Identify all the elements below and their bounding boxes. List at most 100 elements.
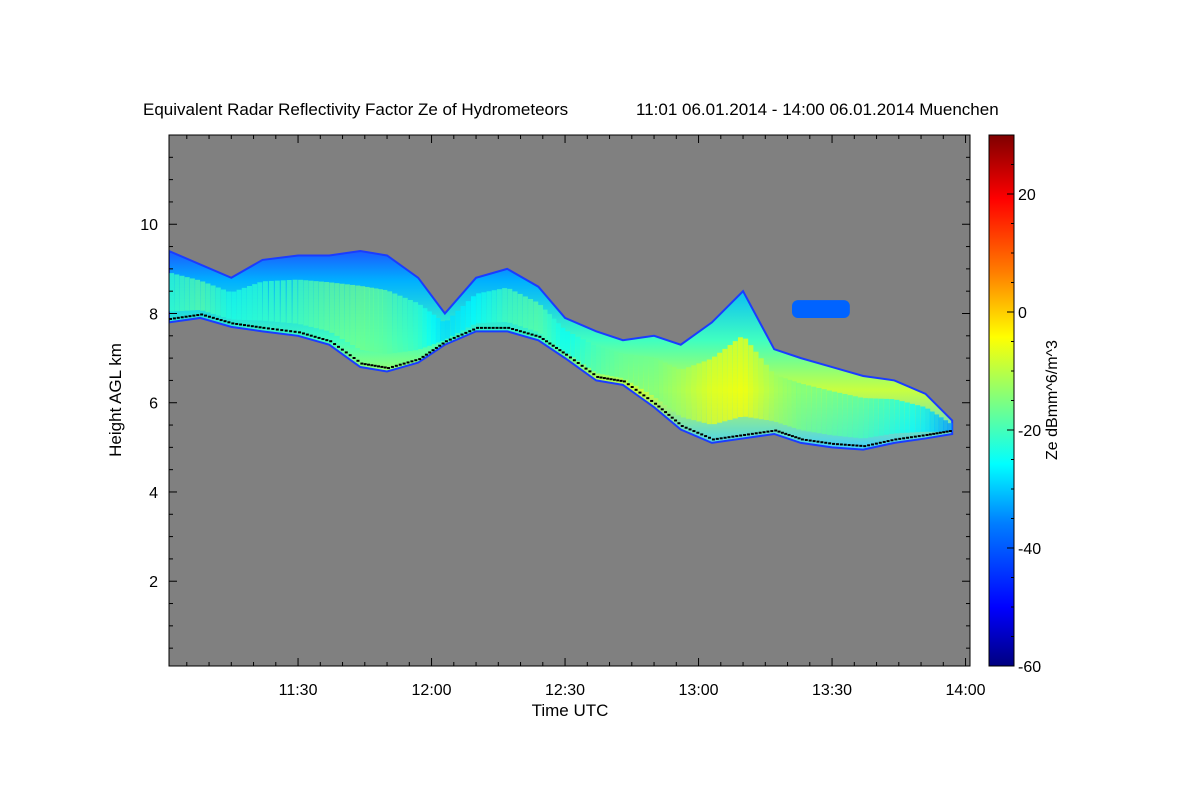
reflectivity-column — [791, 381, 797, 428]
base-dot — [271, 327, 275, 330]
reflectivity-column — [763, 364, 769, 421]
reflectivity-column — [298, 279, 304, 325]
reflectivity-column — [884, 398, 890, 435]
reflectivity-column — [507, 288, 513, 323]
reflectivity-column — [600, 347, 606, 375]
base-dot — [452, 336, 456, 339]
base-dot — [568, 356, 572, 359]
reflectivity-column — [676, 369, 682, 416]
cloud-base-dots — [169, 313, 952, 448]
reflectivity-column — [686, 367, 692, 419]
base-dot — [700, 433, 704, 436]
reflectivity-column — [226, 291, 232, 319]
base-dot — [309, 334, 313, 337]
base-dot — [231, 322, 235, 325]
base-dot — [894, 438, 898, 441]
base-dot — [370, 364, 374, 367]
reflectivity-column — [847, 395, 853, 438]
reflectivity-column — [613, 351, 619, 377]
base-dot — [499, 326, 503, 329]
base-dot — [284, 329, 288, 332]
base-dot — [746, 433, 750, 436]
base-dot — [266, 327, 270, 330]
base-dot — [491, 326, 495, 329]
base-dot — [507, 326, 511, 329]
reflectivity-column — [943, 420, 949, 432]
base-dot — [723, 436, 727, 439]
base-dot — [670, 416, 674, 419]
y-axis: 2 4 6 8 10 — [140, 134, 970, 649]
colorbar-tick-label: 20 — [1018, 187, 1036, 204]
reflectivity-column — [863, 398, 869, 439]
base-dot — [696, 431, 700, 434]
reflectivity-column — [350, 284, 356, 346]
reflectivity-column — [286, 280, 292, 323]
reflectivity-column — [402, 297, 408, 352]
base-dot — [495, 326, 499, 329]
base-dot — [800, 438, 804, 441]
reflectivity-column — [858, 397, 864, 439]
base-dot — [680, 425, 684, 428]
base-dot — [622, 380, 626, 383]
base-dot — [387, 367, 391, 370]
reflectivity-column — [706, 359, 712, 425]
base-dot — [692, 430, 696, 433]
base-dot — [421, 355, 425, 358]
reflectivity-column — [360, 286, 366, 351]
reflectivity-column — [422, 308, 428, 348]
base-dot — [336, 345, 340, 348]
base-dot — [172, 317, 176, 320]
reflectivity-column — [444, 320, 450, 339]
base-dot — [176, 316, 180, 319]
base-dot — [715, 437, 719, 440]
reflectivity-column — [344, 284, 350, 343]
base-dot — [184, 315, 188, 318]
reflectivity-column — [377, 289, 383, 353]
base-dot — [790, 435, 794, 438]
reflectivity-column — [455, 310, 461, 334]
reflectivity-column — [934, 414, 940, 432]
base-dot — [262, 326, 266, 329]
base-dot — [329, 340, 333, 343]
reflectivity-column — [711, 356, 717, 425]
base-dot — [909, 436, 913, 439]
base-dot — [242, 324, 246, 327]
base-dot — [780, 431, 784, 434]
base-dot — [664, 411, 668, 414]
base-dot — [204, 314, 208, 317]
base-dot — [438, 344, 442, 347]
reflectivity-column — [852, 396, 858, 438]
base-dot — [832, 442, 836, 445]
base-dot — [898, 437, 902, 440]
base-dot — [169, 317, 172, 320]
base-dot — [289, 330, 293, 333]
base-dot — [340, 348, 344, 351]
reflectivity-column — [595, 346, 601, 374]
reflectivity-column — [658, 360, 664, 402]
base-dot — [460, 333, 464, 336]
base-dot — [223, 320, 227, 323]
base-dot — [855, 444, 859, 447]
reflectivity-column — [915, 405, 921, 433]
base-dot — [711, 438, 715, 441]
reflectivity-column — [925, 408, 931, 432]
base-dot — [787, 433, 791, 436]
base-dot — [398, 363, 402, 366]
base-dot — [434, 346, 438, 349]
reflectivity-column — [773, 375, 779, 422]
reflectivity-column — [465, 301, 471, 328]
base-dot — [580, 364, 584, 367]
reflectivity-column — [633, 355, 639, 386]
reflectivity-column — [868, 398, 874, 438]
base-dot — [305, 333, 309, 336]
reflectivity-column — [753, 351, 759, 419]
colorbar-tick-label: -60 — [1018, 659, 1041, 676]
reflectivity-column — [195, 279, 201, 311]
base-dot — [250, 325, 254, 328]
base-dot — [708, 436, 712, 439]
base-dot — [275, 328, 279, 331]
base-dot — [541, 338, 545, 341]
base-dot — [870, 443, 874, 446]
base-dot — [428, 351, 432, 354]
reflectivity-column — [648, 356, 654, 395]
